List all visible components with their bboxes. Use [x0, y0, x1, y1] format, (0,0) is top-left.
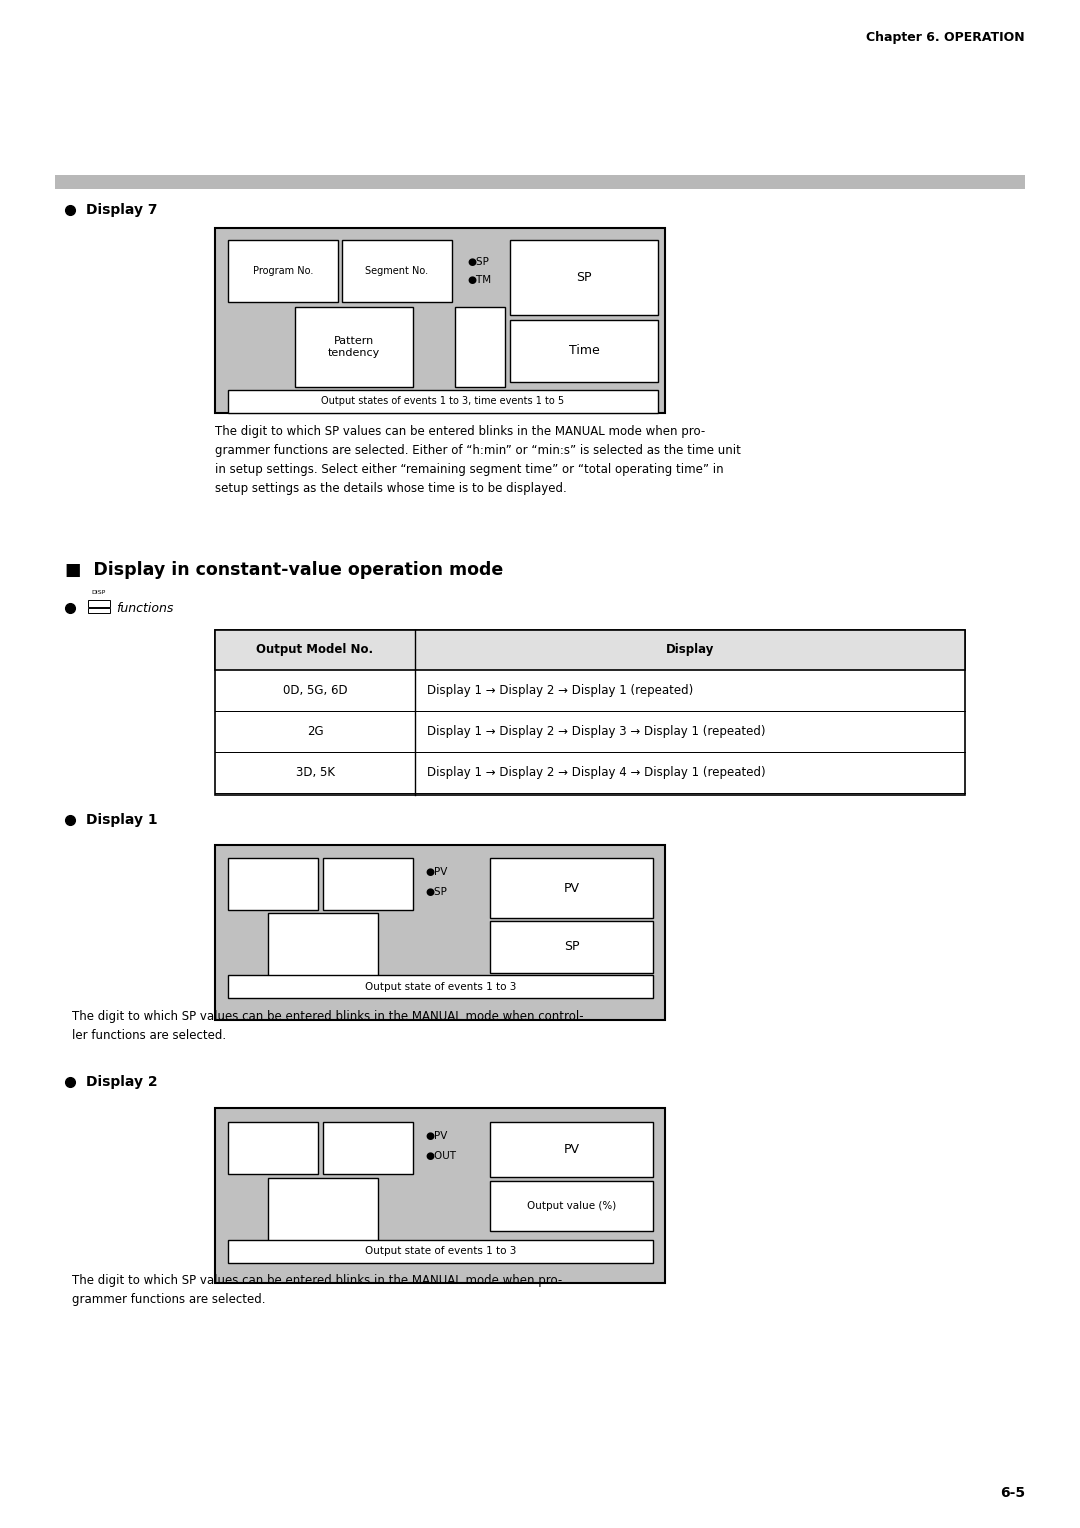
Bar: [215, 630, 966, 669]
Bar: [55, 176, 1025, 189]
Bar: [490, 1181, 653, 1232]
Bar: [490, 921, 653, 973]
Text: The digit to which SP values can be entered blinks in the MANUAL mode when pro-
: The digit to which SP values can be ente…: [215, 425, 741, 495]
Bar: [228, 1241, 653, 1264]
Text: The digit to which SP values can be entered blinks in the MANUAL mode when pro-
: The digit to which SP values can be ente…: [72, 1274, 563, 1306]
Bar: [228, 390, 658, 413]
Bar: [228, 1122, 318, 1174]
Bar: [510, 240, 658, 315]
Text: DISP: DISP: [92, 590, 106, 594]
Bar: [455, 307, 505, 387]
Text: ●PV: ●PV: [426, 866, 447, 877]
Text: 6-5: 6-5: [1000, 1487, 1025, 1500]
Bar: [87, 608, 110, 613]
Text: Pattern
tendency: Pattern tendency: [328, 336, 380, 358]
Text: Display 1 → Display 2 → Display 4 → Display 1 (repeated): Display 1 → Display 2 → Display 4 → Disp…: [427, 766, 766, 779]
Text: Output Model No.: Output Model No.: [256, 643, 374, 657]
Text: PV: PV: [564, 1143, 580, 1157]
Bar: [323, 1122, 413, 1174]
Bar: [268, 1178, 378, 1261]
Bar: [323, 859, 413, 911]
Text: ●SP: ●SP: [467, 257, 489, 267]
Text: Display 7: Display 7: [86, 203, 158, 217]
Bar: [215, 630, 966, 795]
Bar: [228, 240, 338, 303]
Text: 0D, 5G, 6D: 0D, 5G, 6D: [283, 685, 348, 697]
Text: Display 1: Display 1: [86, 813, 158, 827]
Text: functions: functions: [116, 602, 174, 614]
Text: SP: SP: [577, 270, 592, 284]
Bar: [87, 601, 110, 607]
Text: Program No.: Program No.: [253, 266, 313, 277]
Bar: [490, 859, 653, 918]
Bar: [342, 240, 453, 303]
Bar: [228, 859, 318, 911]
Bar: [215, 228, 665, 413]
Bar: [215, 1108, 665, 1284]
Bar: [295, 307, 413, 387]
Bar: [228, 975, 653, 998]
Text: Display: Display: [665, 643, 714, 657]
Text: ●SP: ●SP: [426, 886, 447, 897]
Bar: [215, 845, 665, 1021]
Text: Display 1 → Display 2 → Display 3 → Display 1 (repeated): Display 1 → Display 2 → Display 3 → Disp…: [427, 724, 766, 738]
Text: ●PV: ●PV: [426, 1131, 447, 1141]
Bar: [510, 319, 658, 382]
Bar: [268, 914, 378, 995]
Text: PV: PV: [564, 882, 580, 894]
Text: ■  Display in constant-value operation mode: ■ Display in constant-value operation mo…: [65, 561, 503, 579]
Bar: [490, 1122, 653, 1177]
Text: Display 2: Display 2: [86, 1076, 158, 1089]
Text: Output value (%): Output value (%): [527, 1201, 616, 1212]
Text: Output state of events 1 to 3: Output state of events 1 to 3: [365, 981, 516, 992]
Text: Chapter 6. OPERATION: Chapter 6. OPERATION: [866, 32, 1025, 44]
Text: Output state of events 1 to 3: Output state of events 1 to 3: [365, 1247, 516, 1256]
Text: ●OUT: ●OUT: [426, 1151, 456, 1161]
Text: 2G: 2G: [307, 724, 323, 738]
Text: The digit to which SP values can be entered blinks in the MANUAL mode when contr: The digit to which SP values can be ente…: [72, 1010, 583, 1042]
Text: Display 1 → Display 2 → Display 1 (repeated): Display 1 → Display 2 → Display 1 (repea…: [427, 685, 693, 697]
Text: Output states of events 1 to 3, time events 1 to 5: Output states of events 1 to 3, time eve…: [322, 396, 565, 406]
Text: SP: SP: [564, 941, 579, 953]
Text: Segment No.: Segment No.: [365, 266, 429, 277]
Text: Time: Time: [569, 344, 599, 358]
Text: ●TM: ●TM: [467, 275, 491, 286]
Text: 3D, 5K: 3D, 5K: [296, 766, 335, 779]
